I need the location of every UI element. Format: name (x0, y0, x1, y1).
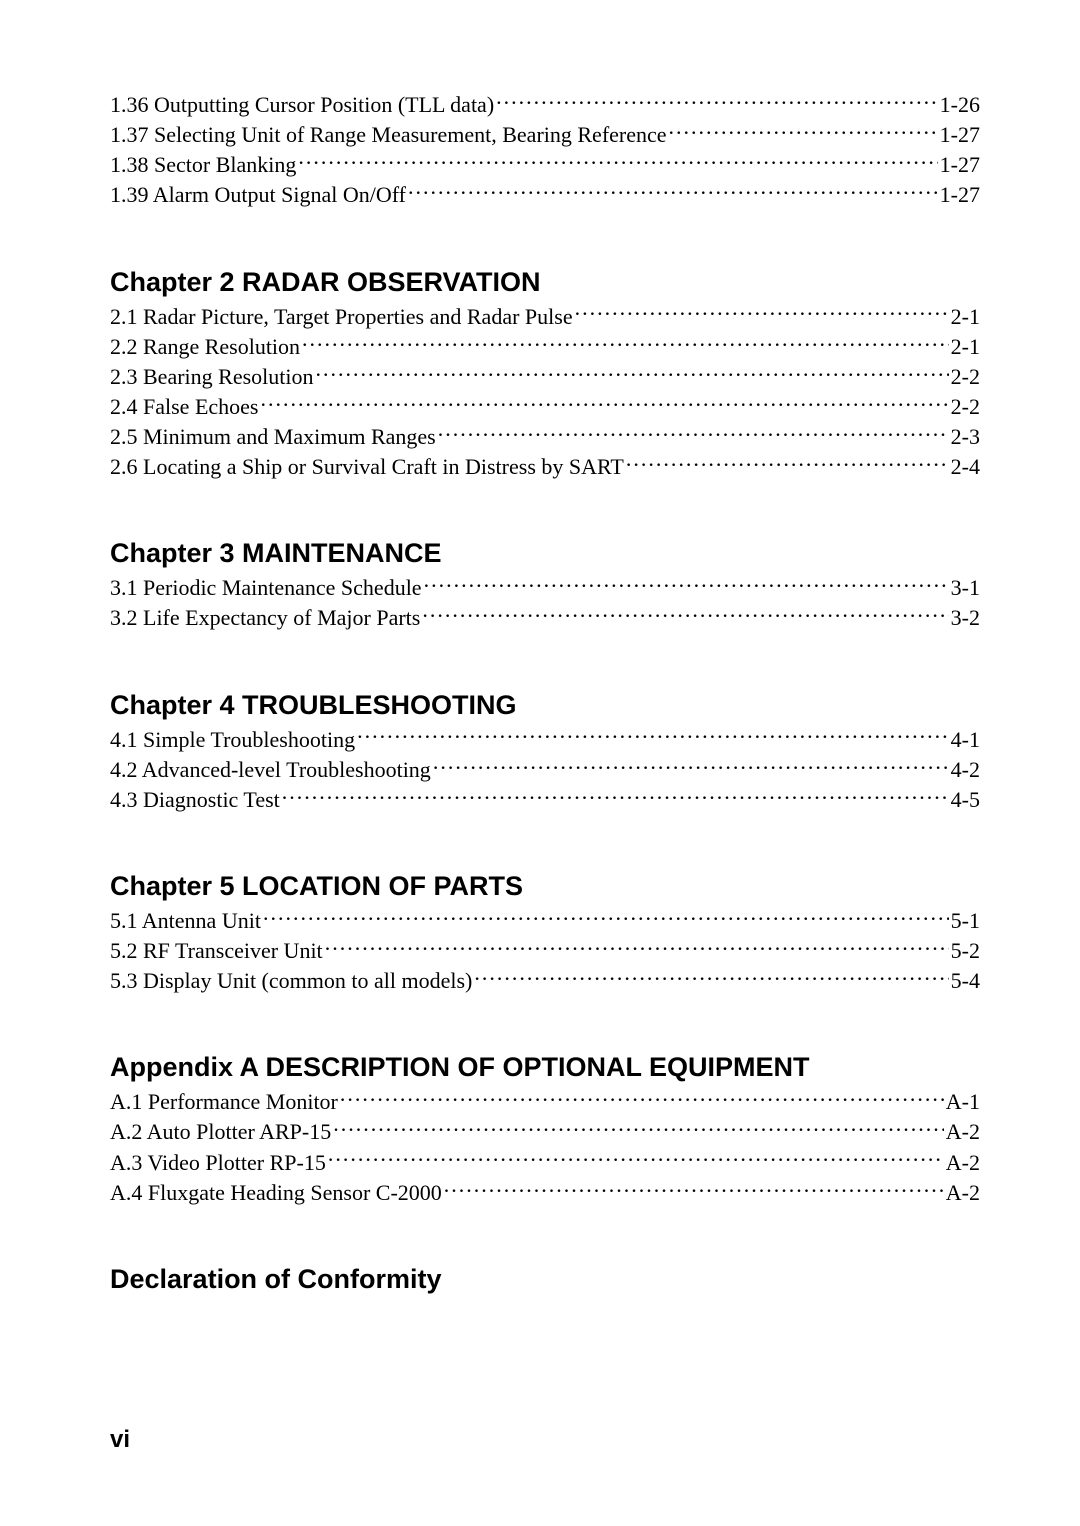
toc-entry-page: 5-2 (951, 936, 980, 966)
toc-entry-label: 2.5 Minimum and Maximum Ranges (110, 422, 436, 452)
toc-dot-leader (422, 603, 948, 625)
toc-entry-page: 1-27 (940, 150, 980, 180)
toc-entry: 2.5 Minimum and Maximum Ranges 2-3 (110, 422, 980, 452)
toc-entry-label: 5.1 Antenna Unit (110, 906, 261, 936)
toc-entry: 2.1 Radar Picture, Target Properties and… (110, 302, 980, 332)
toc-dot-leader (438, 422, 949, 444)
toc-entry-page: 2-2 (951, 362, 980, 392)
toc-entry-page: A-2 (946, 1178, 980, 1208)
toc-dot-leader (424, 573, 949, 595)
toc-entry-label: 5.3 Display Unit (common to all models) (110, 966, 472, 996)
document-page: 1.36 Outputting Cursor Position (TLL dat… (0, 0, 1080, 1526)
toc-dot-leader (263, 906, 949, 928)
toc-entry-label: A.1 Performance Monitor (110, 1087, 338, 1117)
toc-entry-label: 3.1 Periodic Maintenance Schedule (110, 573, 422, 603)
toc-entry-label: A.4 Fluxgate Heading Sensor C-2000 (110, 1178, 442, 1208)
toc-entry: A.1 Performance Monitor A-1 (110, 1087, 980, 1117)
toc-entry-page: 5-1 (951, 906, 980, 936)
toc-entry-label: A.2 Auto Plotter ARP-15 (110, 1117, 331, 1147)
toc-entry-label: 1.36 Outputting Cursor Position (TLL dat… (110, 90, 494, 120)
toc-entry-page: 4-2 (951, 755, 980, 785)
toc-entry-label: 2.4 False Echoes (110, 392, 258, 422)
toc-entry-label: 4.1 Simple Troubleshooting (110, 725, 355, 755)
toc-entry-label: 1.38 Sector Blanking (110, 150, 296, 180)
toc-entry: 1.39 Alarm Output Signal On/Off 1-27 (110, 180, 980, 210)
toc-entry: 2.2 Range Resolution 2-1 (110, 332, 980, 362)
toc-entry-label: 2.1 Radar Picture, Target Properties and… (110, 302, 573, 332)
toc-dot-leader (357, 725, 949, 747)
toc-dot-leader (433, 755, 949, 777)
toc-entry-page: A-2 (946, 1148, 980, 1178)
toc-entry-label: 1.37 Selecting Unit of Range Measurement… (110, 120, 667, 150)
toc-entry: 1.36 Outputting Cursor Position (TLL dat… (110, 90, 980, 120)
toc-dot-leader (315, 362, 948, 384)
toc-entry: 4.2 Advanced-level Troubleshooting 4-2 (110, 755, 980, 785)
toc-entry: 1.37 Selecting Unit of Range Measurement… (110, 120, 980, 150)
toc-entry-page: 1-27 (940, 120, 980, 150)
toc-entry: 5.1 Antenna Unit 5-1 (110, 906, 980, 936)
toc-dot-leader (669, 120, 938, 142)
toc-entry: 3.1 Periodic Maintenance Schedule 3-1 (110, 573, 980, 603)
toc-entry: 2.4 False Echoes 2-2 (110, 392, 980, 422)
toc-dot-leader (282, 785, 949, 807)
toc-entry-label: 3.2 Life Expectancy of Major Parts (110, 603, 420, 633)
toc-entry-label: 2.6 Locating a Ship or Survival Craft in… (110, 452, 624, 482)
toc-entry: 1.38 Sector Blanking 1-27 (110, 150, 980, 180)
toc-entry-label: 2.2 Range Resolution (110, 332, 300, 362)
toc-dot-leader (474, 966, 948, 988)
toc-dot-leader (333, 1117, 944, 1139)
toc-entry-label: 4.3 Diagnostic Test (110, 785, 280, 815)
toc-entry-page: 2-4 (951, 452, 980, 482)
toc-entry: 4.1 Simple Troubleshooting 4-1 (110, 725, 980, 755)
toc-entry: A.2 Auto Plotter ARP-15 A-2 (110, 1117, 980, 1147)
chapter-heading: Chapter 4 TROUBLESHOOTING (110, 690, 980, 721)
toc-dot-leader (626, 452, 949, 474)
toc-entry: 3.2 Life Expectancy of Major Parts 3-2 (110, 603, 980, 633)
toc-entry-label: 2.3 Bearing Resolution (110, 362, 313, 392)
toc-entry-page: 2-3 (951, 422, 980, 452)
chapter-heading: Chapter 3 MAINTENANCE (110, 538, 980, 569)
chapter-heading: Appendix A DESCRIPTION OF OPTIONAL EQUIP… (110, 1052, 980, 1083)
toc-entry: 4.3 Diagnostic Test 4-5 (110, 785, 980, 815)
chapter-heading: Declaration of Conformity (110, 1264, 980, 1295)
toc-entry: 5.3 Display Unit (common to all models) … (110, 966, 980, 996)
toc-dot-leader (328, 1148, 944, 1170)
toc-dot-leader (408, 180, 938, 202)
toc-entry: 2.3 Bearing Resolution 2-2 (110, 362, 980, 392)
chapter-heading: Chapter 2 RADAR OBSERVATION (110, 267, 980, 298)
toc-dot-leader (302, 332, 949, 354)
toc-entry-page: 5-4 (951, 966, 980, 996)
toc-dot-leader (444, 1178, 944, 1200)
toc-entry: 2.6 Locating a Ship or Survival Craft in… (110, 452, 980, 482)
toc-entry-label: 4.2 Advanced-level Troubleshooting (110, 755, 431, 785)
toc-entry-page: A-2 (946, 1117, 980, 1147)
toc-entry-page: 3-1 (951, 573, 980, 603)
toc-entry-label: 5.2 RF Transceiver Unit (110, 936, 323, 966)
toc-entry-label: 1.39 Alarm Output Signal On/Off (110, 180, 406, 210)
chapter-heading: Chapter 5 LOCATION OF PARTS (110, 871, 980, 902)
toc-dot-leader (325, 936, 949, 958)
toc-entry-page: 2-1 (951, 302, 980, 332)
toc-entry-page: 3-2 (951, 603, 980, 633)
toc-entry: 5.2 RF Transceiver Unit 5-2 (110, 936, 980, 966)
page-number: vi (110, 1426, 130, 1454)
toc-entry-page: 1-26 (940, 90, 980, 120)
toc-entry-page: 2-1 (951, 332, 980, 362)
toc-dot-leader (340, 1087, 944, 1109)
toc-entry: A.3 Video Plotter RP-15 A-2 (110, 1148, 980, 1178)
table-of-contents: 1.36 Outputting Cursor Position (TLL dat… (110, 90, 980, 1295)
toc-dot-leader (260, 392, 948, 414)
toc-dot-leader (575, 302, 949, 324)
toc-dot-leader (298, 150, 937, 172)
toc-entry-label: A.3 Video Plotter RP-15 (110, 1148, 326, 1178)
toc-entry-page: A-1 (946, 1087, 980, 1117)
toc-entry-page: 2-2 (951, 392, 980, 422)
toc-entry-page: 1-27 (940, 180, 980, 210)
toc-dot-leader (496, 90, 938, 112)
toc-entry-page: 4-1 (951, 725, 980, 755)
toc-entry: A.4 Fluxgate Heading Sensor C-2000 A-2 (110, 1178, 980, 1208)
toc-entry-page: 4-5 (951, 785, 980, 815)
